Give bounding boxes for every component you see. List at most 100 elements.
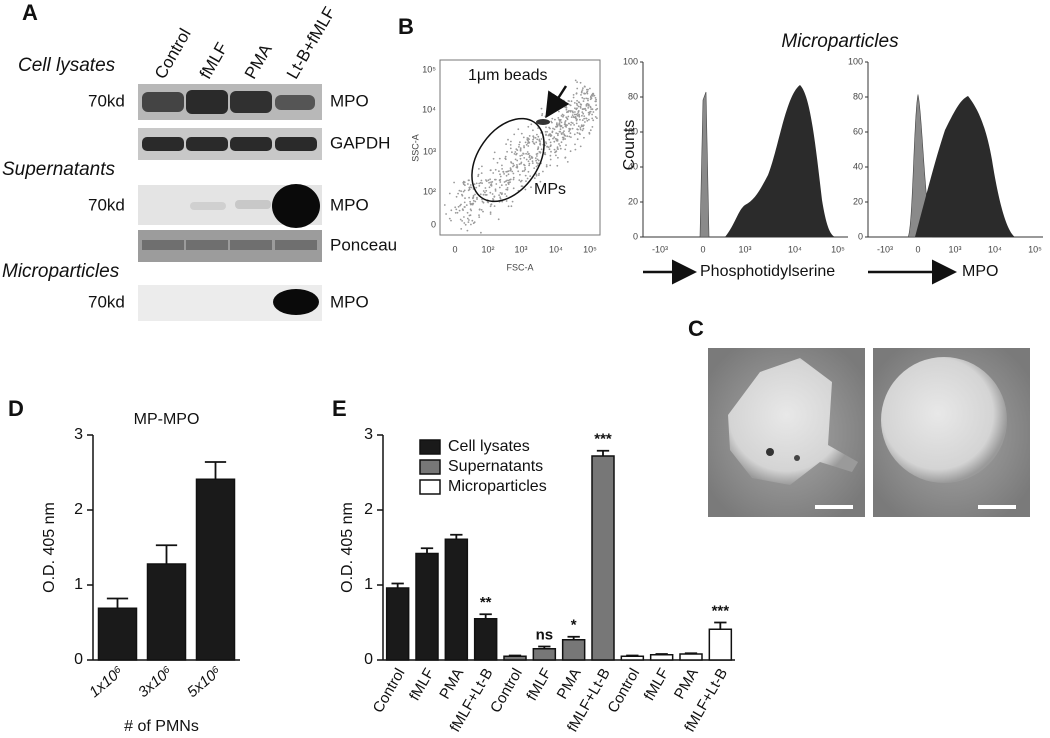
scatter-dot <box>517 128 520 131</box>
scatter-dot <box>466 229 469 232</box>
scatter-dot <box>472 222 475 225</box>
scatter-dot <box>561 113 564 116</box>
y-tick-label: 2 <box>364 501 373 518</box>
y-tick-label: 3 <box>74 426 83 443</box>
scatter-dot <box>540 107 543 110</box>
scatter-dot <box>458 189 461 192</box>
scatter-dot <box>567 110 569 113</box>
scatter-dot <box>515 153 517 156</box>
scatter-dot <box>478 168 480 170</box>
scatter-dot <box>587 99 589 102</box>
scatter-dot <box>589 110 592 113</box>
scatter-dot <box>509 147 512 150</box>
scatter-dot <box>472 196 475 199</box>
scatter-dot <box>546 130 548 133</box>
scatter-dot <box>468 188 471 191</box>
scatter-dot <box>545 164 548 166</box>
scatter-dot <box>590 97 593 100</box>
scatter-dot <box>468 186 471 189</box>
axis-label: SSC-A <box>410 134 420 162</box>
scatter-dot <box>533 177 536 180</box>
scatter-dot <box>499 192 502 194</box>
scatter-dot <box>485 189 488 192</box>
lane-label: fMLF <box>196 39 232 82</box>
bar <box>561 639 586 661</box>
scatter-dot <box>592 93 595 96</box>
scatter-dot <box>545 126 547 129</box>
scatter-dot <box>533 167 536 170</box>
scatter-dot <box>462 190 465 193</box>
scatter-dot <box>569 150 572 153</box>
size-marker: 70kd <box>88 91 125 110</box>
scatter-dot <box>596 107 599 110</box>
scatter-dot <box>570 100 573 103</box>
scatter-dot <box>495 183 498 185</box>
scatter-dot <box>570 124 572 126</box>
scatter-dot <box>581 119 584 121</box>
band-label: MPO <box>330 91 369 110</box>
scatter-dot <box>538 172 540 175</box>
histogram <box>642 62 1043 238</box>
scatter-dot <box>588 118 590 121</box>
scatter-dot <box>582 87 584 89</box>
scatter-dot <box>519 173 521 176</box>
scatter-dot <box>504 155 507 158</box>
tick-label: 0 <box>858 231 863 241</box>
scatter-dot <box>556 164 559 167</box>
scatter-dot <box>453 181 455 184</box>
scatter-dot <box>544 141 547 144</box>
legend-label: Cell lysates <box>448 438 530 455</box>
bar <box>195 478 236 661</box>
scatter-dot <box>564 120 567 122</box>
scatter-dot <box>576 132 579 134</box>
tick-label: 10² <box>423 186 436 196</box>
scatter-dot <box>468 196 470 199</box>
scatter-dot <box>517 170 520 173</box>
scatter-dot <box>562 99 565 102</box>
scatter-dot <box>535 165 538 168</box>
scatter-dot <box>562 131 564 134</box>
scatter-dot <box>509 144 512 146</box>
scatter-dot <box>480 231 482 234</box>
scatter-dot <box>461 208 464 211</box>
scatter-dot <box>549 141 552 144</box>
scatter-dot <box>587 97 589 100</box>
scatter-dot <box>470 203 472 206</box>
scatter-dot <box>468 219 470 221</box>
scatter-dot <box>537 127 539 129</box>
scatter-dot <box>494 168 497 171</box>
scatter-dot <box>553 136 556 139</box>
legend-label: Microparticles <box>448 478 547 495</box>
scatter-dot <box>492 172 495 174</box>
tick-label: 0 <box>633 231 638 241</box>
scatter-dot <box>480 209 483 211</box>
tick-label: 10³ <box>738 244 751 254</box>
scatter-dot <box>585 105 588 107</box>
scatter-dot <box>595 98 597 101</box>
tick-label: -10³ <box>877 244 893 254</box>
y-tick-label: 0 <box>364 651 373 668</box>
x-tick-label: Control <box>370 665 409 715</box>
scatter-dot <box>576 87 579 90</box>
scatter-dot <box>494 190 497 192</box>
scatter-dot <box>552 127 554 130</box>
scatter-dot <box>520 162 522 165</box>
scatter-dot <box>554 118 556 121</box>
bead-label: 1μm beads <box>468 67 547 84</box>
scatter-dot <box>478 214 480 217</box>
scatter-dot <box>524 174 527 177</box>
scatter-dot <box>528 162 531 165</box>
y-axis-label: O.D. 405 nm <box>41 502 58 593</box>
scatter-dot <box>584 107 587 110</box>
scatter-dot <box>519 155 522 157</box>
tick-label: 10² <box>481 244 494 254</box>
error-bar <box>508 654 522 657</box>
size-marker: 70kd <box>88 195 125 214</box>
scatter-dot <box>490 184 493 187</box>
scatter-dot <box>579 105 582 108</box>
scatter-dot <box>579 127 582 129</box>
scatter-dot <box>484 194 487 196</box>
tick-label: 100 <box>623 56 638 66</box>
scatter-dot <box>565 105 567 107</box>
scatter-dot <box>588 132 591 135</box>
